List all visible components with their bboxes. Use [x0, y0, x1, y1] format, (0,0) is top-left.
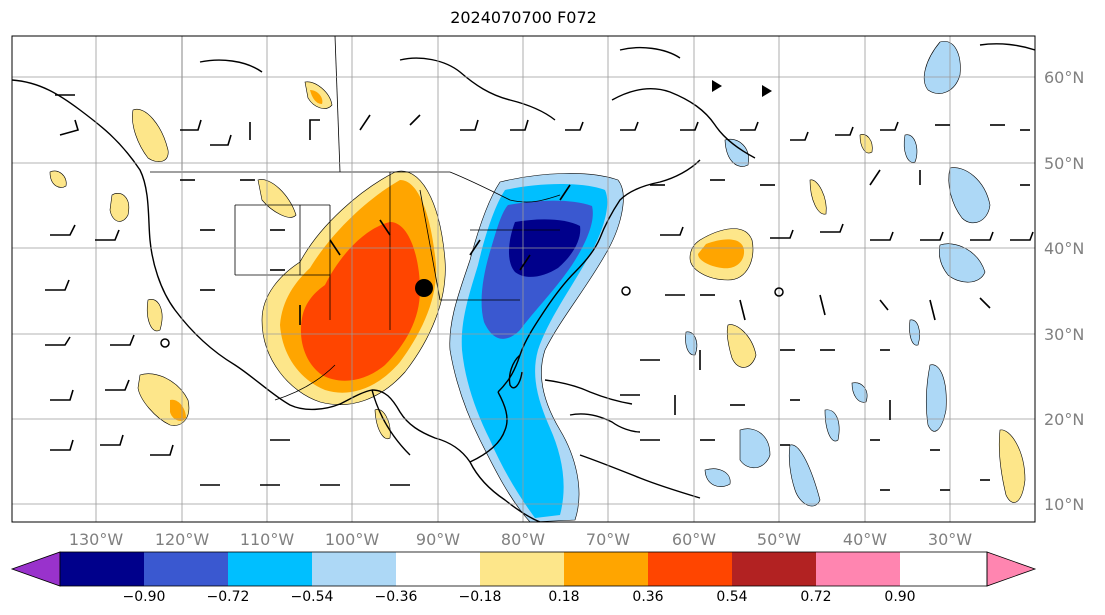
colorbar-tick-label: −0.72	[207, 589, 250, 605]
colorbar-tick-label: −0.90	[123, 589, 166, 605]
lon-label: 100°W	[325, 530, 380, 549]
colorbar-tick-label: 0.72	[800, 589, 831, 605]
coastlines	[12, 43, 1035, 522]
lon-label: 30°W	[928, 530, 972, 549]
colorbar-swatch	[144, 552, 228, 586]
lat-label: 30°N	[1044, 325, 1084, 344]
map-frame	[11, 35, 1036, 523]
colorbar-tick-label: 0.54	[716, 589, 747, 605]
colorbar-extend-low	[10, 551, 61, 587]
colorbar-tick-label: −0.36	[375, 589, 418, 605]
colorbar-swatch	[480, 552, 564, 586]
lat-label: 50°N	[1044, 154, 1084, 173]
colorbar-tick-label: 0.36	[632, 589, 663, 605]
warm-anomaly-region	[49, 81, 1026, 503]
colorbar-extend-high	[986, 551, 1037, 587]
map-markers	[160, 80, 784, 348]
colorbar-swatch	[228, 552, 312, 586]
colorbar-swatch	[648, 552, 732, 586]
colorbar-tick-label: 0.90	[884, 589, 915, 605]
colorbar-swatch	[732, 552, 816, 586]
wind-barbs	[45, 94, 1034, 491]
lat-label: 60°N	[1044, 68, 1084, 87]
lon-label: 130°W	[69, 530, 124, 549]
lon-label: 40°W	[843, 530, 887, 549]
graticule	[12, 36, 1035, 522]
colorbar-swatch	[312, 552, 396, 586]
colorbar-swatch	[564, 552, 648, 586]
lon-label: 90°W	[416, 530, 460, 549]
lat-label: 20°N	[1044, 410, 1084, 429]
colorbar: −0.90 −0.72 −0.54 −0.36 −0.18 0.18 0.36 …	[10, 551, 1037, 605]
colorbar-tick-label: −0.54	[291, 589, 334, 605]
lon-label: 80°W	[501, 530, 545, 549]
colorbar-swatch	[396, 552, 480, 586]
colorbar-swatch	[816, 552, 900, 586]
lon-label: 60°W	[672, 530, 716, 549]
lon-label: 110°W	[240, 530, 295, 549]
colorbar-tick-label: −0.18	[459, 589, 502, 605]
lon-label: 70°W	[586, 530, 630, 549]
lat-label: 40°N	[1044, 239, 1084, 258]
colorbar-swatch	[60, 552, 144, 586]
map-area	[12, 36, 1035, 522]
cool-anomaly-region	[449, 41, 991, 522]
colorbar-tick-label: 0.18	[548, 589, 579, 605]
political-borders	[150, 36, 561, 401]
longitude-labels: 130°W 120°W 110°W 100°W 90°W 80°W 70°W 6…	[69, 530, 972, 549]
lon-label: 50°W	[757, 530, 801, 549]
map-title: 2024070700 F072	[450, 8, 597, 27]
latitude-labels: 60°N 50°N 40°N 30°N 20°N 10°N	[1044, 68, 1084, 514]
lon-label: 120°W	[155, 530, 210, 549]
lat-label: 10°N	[1044, 495, 1084, 514]
